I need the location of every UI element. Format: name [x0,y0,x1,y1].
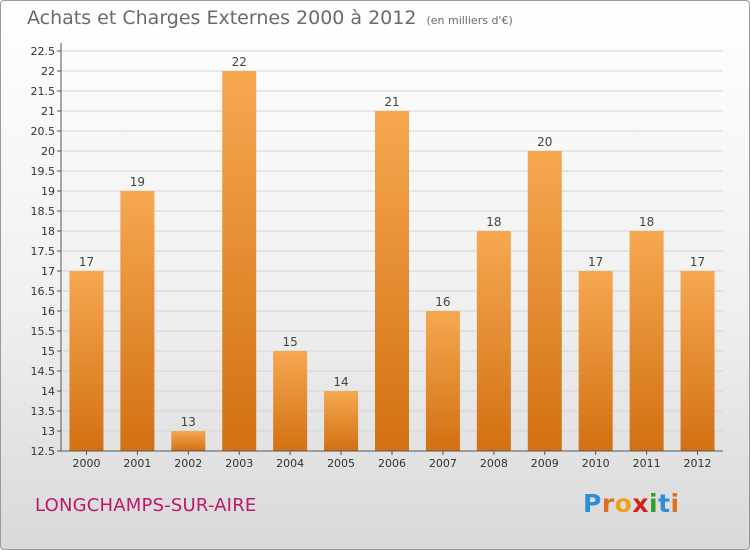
y-tick-label: 17 [41,265,55,278]
y-tick-label: 16 [41,305,55,318]
bar [375,111,409,451]
y-tick-label: 13.5 [31,405,56,418]
y-tick-label: 20.5 [31,125,56,138]
bar-value-label: 18 [486,215,501,229]
y-tick-label: 19.5 [31,165,56,178]
bar [629,231,664,451]
logo-letter: r [601,489,615,518]
axes: 12.5 13 13.5 14 14.5 15 15.5 16 16.5 17 17.5 18 18.5… [31,43,723,470]
x-tick-label: 2012 [684,457,712,470]
y-tick-label: 22 [41,65,55,78]
x-tick-label: 2006 [378,457,406,470]
bar-value-label: 15 [283,335,298,349]
commune-name: LONGCHAMPS-SUR-AIRE [35,495,257,516]
y-tick-label: 17.5 [31,245,56,258]
logo-letter: o [614,489,633,518]
y-tick-label: 13 [41,425,55,438]
bar-value-label: 13 [181,415,196,429]
bar [324,391,359,451]
x-tick-label: 2008 [480,457,508,470]
bar-value-label: 17 [588,255,603,269]
x-tick-label: 2002 [174,457,202,470]
bar-value-label: 19 [130,175,145,189]
bar [578,271,613,451]
y-tick-label: 15 [41,345,55,358]
y-tick-label: 14.5 [31,365,56,378]
bar-value-label: 20 [537,135,552,149]
bar-value-label: 22 [232,55,247,69]
bar [120,191,155,451]
x-tick-label: 2010 [582,457,610,470]
y-tick-label: 18 [41,225,55,238]
x-tick-label: 2009 [531,457,559,470]
bar-value-label: 18 [639,215,654,229]
bar-value-label: 21 [384,95,399,109]
proxiti-logo: Proxiti [583,489,680,518]
bars: 17 19 13 22 15 14 21 16 18 20 17 18 17 [69,55,715,451]
logo-letter: x [632,489,649,518]
bar-value-label: 17 [79,255,94,269]
y-tick-label: 21 [41,105,55,118]
y-tick-label: 21.5 [31,85,56,98]
bar [273,351,308,451]
bar-value-label: 14 [333,375,348,389]
bar-value-label: 17 [690,255,705,269]
x-tick-label: 2004 [276,457,304,470]
x-tick-label: 2005 [327,457,355,470]
y-tick-label: 14 [41,385,55,398]
bar-value-label: 16 [435,295,450,309]
bar [222,71,257,451]
bar [69,271,104,451]
x-tick-label: 2000 [72,457,100,470]
y-tick-label: 19 [41,185,55,198]
logo-letter: P [583,489,602,518]
y-tick-label: 12.5 [31,445,56,458]
bar [527,151,562,451]
y-tick-label: 15.5 [31,325,56,338]
bar [476,231,511,451]
title-text: Achats et Charges Externes 2000 à 2012 [27,7,417,29]
y-tick-label: 20 [41,145,55,158]
x-tick-label: 2003 [225,457,253,470]
y-tick-label: 18.5 [31,205,56,218]
chart-title: Achats et Charges Externes 2000 à 2012 (e… [27,7,513,29]
y-tick-label: 16.5 [31,285,56,298]
x-tick-label: 2011 [633,457,661,470]
logo-letter: t [658,489,671,518]
bar [425,311,460,451]
bar [680,271,715,451]
bar [171,431,206,451]
logo-letter: i [649,489,659,518]
chart-subtitle: (en milliers d'€) [426,14,513,27]
x-tick-label: 2007 [429,457,457,470]
logo-letter: i [670,489,680,518]
y-tick-label: 22.5 [31,45,56,58]
x-tick-label: 2001 [123,457,151,470]
